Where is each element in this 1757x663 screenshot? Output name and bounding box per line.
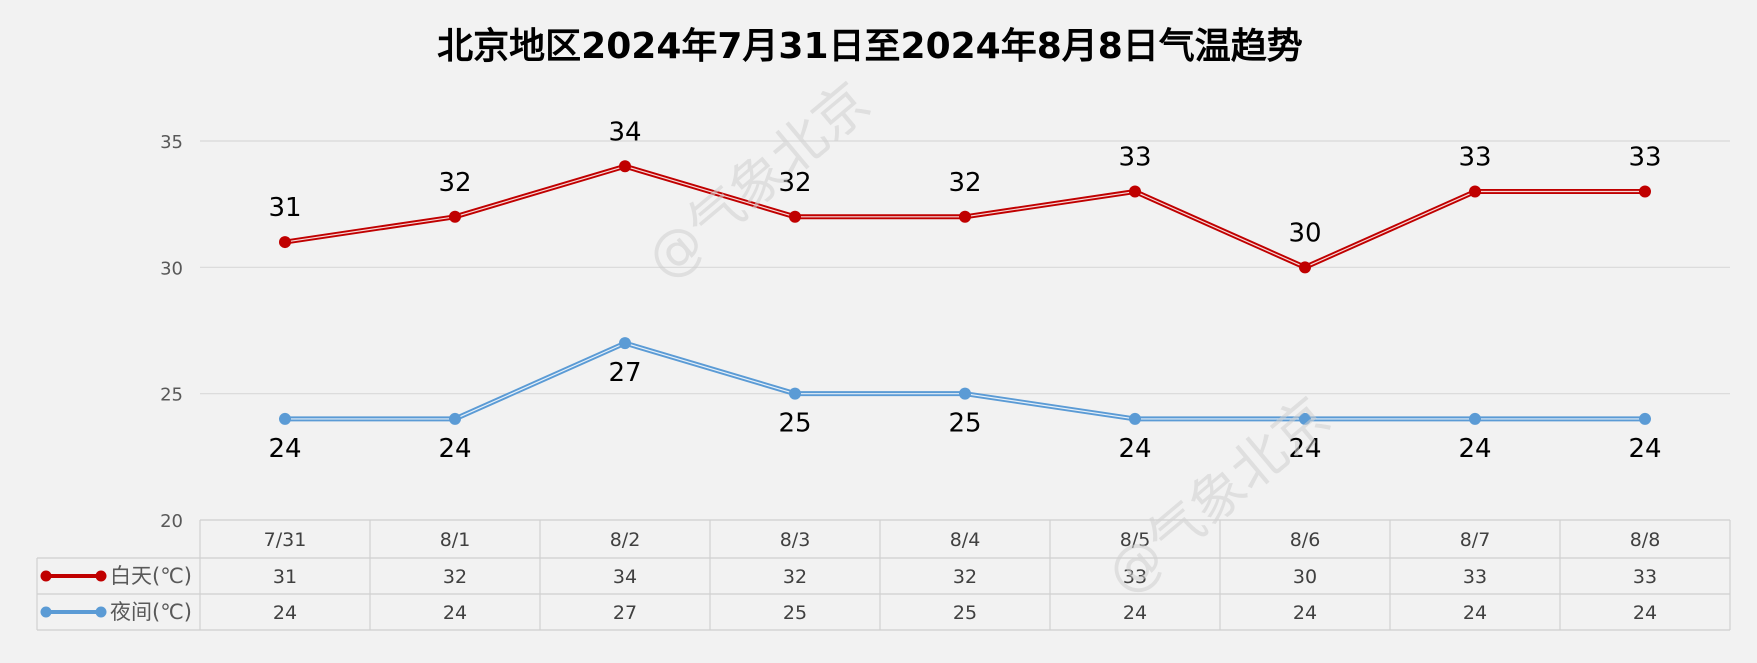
data-point bbox=[619, 160, 631, 173]
table-cell: 25 bbox=[783, 602, 807, 624]
x-tick-label: 8/4 bbox=[950, 529, 981, 551]
data-point bbox=[279, 236, 291, 249]
data-point bbox=[619, 337, 631, 350]
table-cell: 30 bbox=[1293, 566, 1317, 588]
data-label: 32 bbox=[948, 168, 981, 198]
x-tick-label: 8/6 bbox=[1290, 529, 1321, 551]
table-cell: 24 bbox=[1633, 602, 1657, 624]
y-tick-label: 25 bbox=[160, 385, 183, 406]
table-cell: 33 bbox=[1463, 566, 1487, 588]
series-line-highlight bbox=[285, 342, 1645, 420]
x-tick-label: 7/31 bbox=[264, 529, 307, 551]
data-table: 7/31 8/1 8/2 8/3 8/4 8/5 8/6 8/7 8/8 白天(℃) 31 32 34 3… bbox=[36, 519, 1731, 631]
x-tick-label: 8/2 bbox=[610, 529, 641, 551]
data-point bbox=[1469, 185, 1481, 198]
data-point bbox=[1639, 412, 1651, 425]
table-cell: 24 bbox=[1463, 602, 1487, 624]
legend-marker bbox=[95, 606, 107, 618]
data-point bbox=[789, 387, 801, 400]
y-axis: 20 25 30 35 bbox=[160, 132, 183, 532]
data-label: 24 bbox=[1288, 434, 1321, 464]
data-label: 33 bbox=[1458, 143, 1491, 173]
table-cell: 33 bbox=[1633, 566, 1657, 588]
table-cell: 24 bbox=[443, 602, 467, 624]
watermarks: @气象北京@气象北京 bbox=[634, 70, 1341, 607]
data-point bbox=[449, 210, 461, 223]
data-label: 25 bbox=[948, 409, 981, 439]
data-label: 24 bbox=[1118, 434, 1151, 464]
data-label: 33 bbox=[1118, 143, 1151, 173]
data-label: 25 bbox=[778, 409, 811, 439]
x-tick-label: 8/3 bbox=[780, 529, 811, 551]
table-cell: 32 bbox=[953, 566, 977, 588]
data-point bbox=[1639, 185, 1651, 198]
legend-marker bbox=[40, 606, 52, 618]
data-point bbox=[959, 210, 971, 223]
data-label: 34 bbox=[608, 117, 641, 147]
data-point bbox=[1469, 412, 1481, 425]
data-label: 30 bbox=[1288, 218, 1321, 248]
table-cell: 32 bbox=[443, 566, 467, 588]
data-label: 27 bbox=[608, 358, 641, 388]
data-label: 24 bbox=[268, 434, 301, 464]
table-cell: 33 bbox=[1123, 566, 1147, 588]
legend-marker bbox=[40, 570, 52, 582]
series-layer bbox=[279, 160, 1651, 425]
table-cell: 25 bbox=[953, 602, 977, 624]
table-cell: 24 bbox=[1293, 602, 1317, 624]
data-labels: 31 32 34 32 32 33 30 33 33 24 24 27 25 25 24 24 24 24 bbox=[268, 117, 1661, 464]
data-label: 24 bbox=[1458, 434, 1491, 464]
legend-label: 夜间(℃) bbox=[110, 600, 192, 624]
table-cell: 32 bbox=[783, 566, 807, 588]
table-cell: 24 bbox=[1123, 602, 1147, 624]
data-point bbox=[789, 210, 801, 223]
data-label: 24 bbox=[438, 434, 471, 464]
data-point bbox=[959, 387, 971, 400]
x-tick-label: 8/1 bbox=[440, 529, 471, 551]
data-label: 32 bbox=[438, 168, 471, 198]
data-point bbox=[449, 412, 461, 425]
data-point bbox=[1299, 412, 1311, 425]
x-tick-label: 8/5 bbox=[1120, 529, 1151, 551]
legend-marker bbox=[95, 570, 107, 582]
data-point bbox=[1129, 412, 1141, 425]
data-label: 32 bbox=[778, 168, 811, 198]
data-point bbox=[1129, 185, 1141, 198]
chart-title: 北京地区2024年7月31日至2024年8月8日气温趋势 bbox=[437, 25, 1303, 67]
x-tick-label: 8/8 bbox=[1630, 529, 1661, 551]
data-point bbox=[279, 412, 291, 425]
table-cell: 34 bbox=[613, 566, 637, 588]
table-cell: 24 bbox=[273, 602, 297, 624]
data-label: 33 bbox=[1628, 143, 1661, 173]
data-label: 31 bbox=[268, 193, 301, 223]
y-tick-label: 30 bbox=[160, 258, 183, 279]
data-point bbox=[1299, 261, 1311, 274]
table-cell: 31 bbox=[273, 566, 297, 588]
data-label: 24 bbox=[1628, 434, 1661, 464]
x-tick-label: 8/7 bbox=[1460, 529, 1491, 551]
table-cell: 27 bbox=[613, 602, 637, 624]
y-tick-label: 20 bbox=[160, 511, 183, 532]
series-line bbox=[285, 340, 1645, 422]
y-tick-label: 35 bbox=[160, 132, 183, 153]
legend-label: 白天(℃) bbox=[110, 564, 192, 588]
